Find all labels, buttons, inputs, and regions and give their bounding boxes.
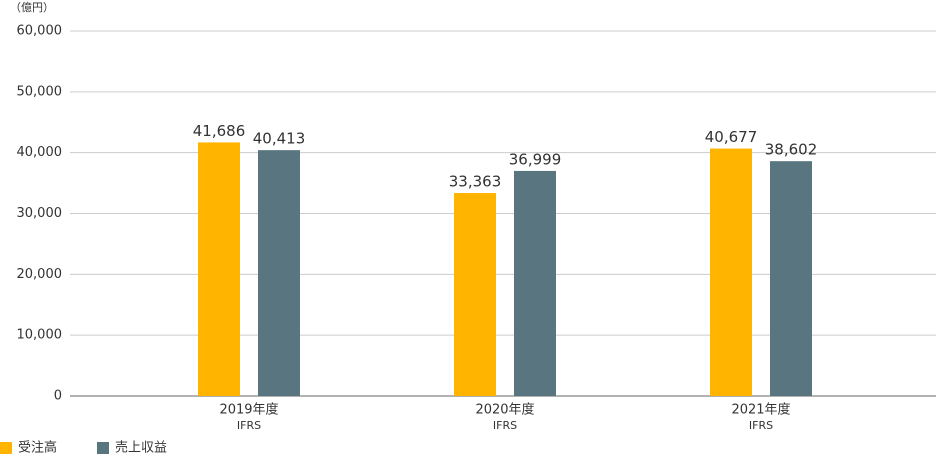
x-tick-note: IFRS [493,419,517,432]
bar [770,161,812,396]
value-label: 38,602 [765,141,818,159]
bar [454,193,496,396]
y-tick-label: 30,000 [17,206,63,221]
bar [514,170,556,396]
legend-swatch [97,442,109,454]
legend-swatch [0,442,12,454]
x-tick-label: 2021年度 [731,402,790,418]
value-label: 40,413 [253,130,306,148]
y-tick-label: 10,000 [17,328,63,343]
bar [710,148,752,396]
y-tick-label: 0 [54,389,62,404]
x-tick-note: IFRS [237,419,261,432]
y-tick-label: 20,000 [17,267,63,282]
unit-label: （億円） [10,1,54,14]
value-label: 40,677 [705,128,758,146]
y-tick-label: 50,000 [17,84,63,99]
bar [198,142,240,396]
bar [258,150,300,396]
legend-label: 受注高 [18,440,57,456]
x-tick-label: 2020年度 [475,402,534,418]
x-tick-label: 2019年度 [219,402,278,418]
y-tick-label: 60,000 [17,24,63,39]
x-tick-note: IFRS [749,419,773,432]
value-label: 41,686 [193,122,246,140]
value-label: 36,999 [509,150,562,168]
value-label: 33,363 [449,173,502,191]
legend-label: 売上収益 [115,440,167,456]
y-tick-label: 40,000 [17,145,63,160]
